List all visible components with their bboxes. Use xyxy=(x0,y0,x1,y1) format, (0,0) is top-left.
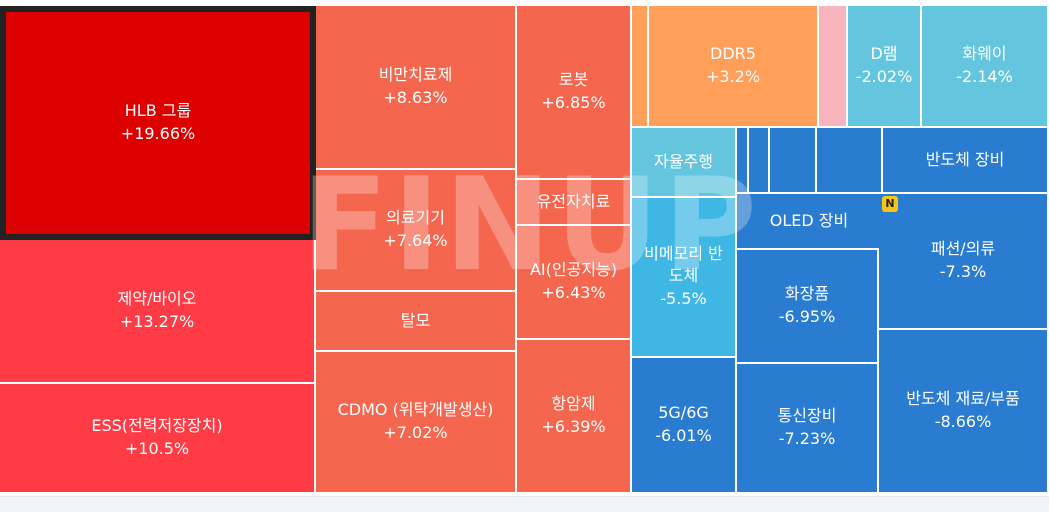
treemap-tile-semi_mat[interactable]: 반도체 재료/부품 -8.66% xyxy=(879,330,1049,494)
treemap-tile-oled[interactable]: OLED 장비 xyxy=(737,194,883,250)
treemap-tile-ddr5[interactable]: DDR5 +3.2% xyxy=(649,6,819,128)
tile-label: OLED 장비 xyxy=(769,211,849,230)
tile-label: 5G/6G xyxy=(658,403,709,422)
tile-change-pct: -6.95% xyxy=(778,307,836,326)
treemap-tile-telecom[interactable]: 통신장비 -7.23% xyxy=(737,364,879,494)
tile-change-pct: +6.39% xyxy=(541,417,606,436)
treemap-tile-pharma[interactable]: 제약/바이오 +13.27% xyxy=(0,240,316,384)
tile-label: 자율주행 xyxy=(654,152,713,171)
tile-label: CDMO (위탁개발생산) xyxy=(337,400,494,419)
tile-label: 의료기기 xyxy=(386,208,445,227)
tile-label: 탈모 xyxy=(400,311,431,330)
tile-label: 로봇 xyxy=(558,70,589,89)
treemap-tile-semi_equip[interactable]: 반도체 장비 xyxy=(883,128,1049,194)
tile-change-pct: -8.66% xyxy=(934,412,992,431)
tile-label: 화장품 xyxy=(784,284,830,303)
treemap-tile-ess[interactable]: ESS(전력저장장치) +10.5% xyxy=(0,384,316,494)
tile-label: 통신장비 xyxy=(777,406,837,425)
treemap-tile-s1[interactable] xyxy=(737,128,749,194)
treemap-tile-s3[interactable] xyxy=(770,128,817,194)
treemap-tile-anticancer[interactable]: 항암제 +6.39% xyxy=(517,340,632,494)
tile-change-pct: -7.3% xyxy=(939,262,987,281)
tile-label: AI(인공지능) xyxy=(529,260,618,279)
treemap-tile-small1[interactable] xyxy=(632,6,649,128)
treemap-tile-pink[interactable] xyxy=(819,6,848,128)
treemap-tile-cosmetics[interactable]: 화장품 -6.95% xyxy=(737,250,879,364)
treemap-tile-robot[interactable]: 로봇 +6.85% xyxy=(517,6,632,180)
treemap-tile-obesity[interactable]: 비만치료제 +8.63% xyxy=(316,6,517,170)
treemap-tile-huawei[interactable]: 화웨이 -2.14% xyxy=(922,6,1049,128)
treemap-tile-gene[interactable]: 유전자치료 xyxy=(517,180,632,226)
treemap-tile-auto[interactable]: 자율주행 xyxy=(632,128,737,198)
tile-change-pct: +10.5% xyxy=(124,439,190,458)
treemap-tile-cdmo[interactable]: CDMO (위탁개발생산) +7.02% xyxy=(316,352,517,494)
tile-label: D램 xyxy=(870,44,898,63)
tile-label: 비메모리 반도체 xyxy=(644,244,723,285)
treemap-tile-ai[interactable]: AI(인공지능) +6.43% xyxy=(517,226,632,340)
tile-label: 항암제 xyxy=(551,394,596,413)
tile-change-pct: +6.85% xyxy=(541,93,606,112)
tile-label: HLB 그룹 xyxy=(124,101,192,120)
tile-change-pct: +13.27% xyxy=(119,312,195,331)
tile-change-pct: -2.02% xyxy=(855,67,913,86)
tile-change-pct: -7.23% xyxy=(778,429,836,448)
tile-label: 패션/의류 xyxy=(930,239,996,258)
treemap-tile-dram[interactable]: D램 -2.02% xyxy=(848,6,922,128)
tile-label: 제약/바이오 xyxy=(117,289,197,308)
treemap-tile-hairloss[interactable]: 탈모 xyxy=(316,292,517,352)
tile-label: DDR5 xyxy=(710,44,756,63)
treemap-tile-g5[interactable]: 5G/6G -6.01% xyxy=(632,358,737,494)
tile-label: 비만치료제 xyxy=(378,65,453,84)
tile-label: 화웨이 xyxy=(962,44,1007,63)
tile-change-pct: +6.43% xyxy=(541,283,606,302)
tile-label: 반도체 장비 xyxy=(925,150,1005,169)
tile-change-pct: +7.02% xyxy=(383,423,448,442)
treemap-tile-s4[interactable] xyxy=(817,128,883,194)
treemap-tile-fashion[interactable]: 패션/의류 -7.3% xyxy=(879,194,1049,330)
bottom-bar xyxy=(0,496,1049,512)
treemap-tile-medical[interactable]: 의료기기 +7.64% xyxy=(316,170,517,292)
tile-change-pct: -2.14% xyxy=(956,67,1013,86)
tile-change-pct: +8.63% xyxy=(383,88,448,107)
treemap-tile-s2[interactable] xyxy=(749,128,770,194)
tile-label: ESS(전력저장장치) xyxy=(91,416,223,435)
treemap-tile-nonmem[interactable]: 비메모리 반도체 -5.5% xyxy=(632,198,737,358)
tile-label: 유전자치료 xyxy=(536,192,611,211)
treemap-tile-hlb[interactable]: HLB 그룹 +19.66% xyxy=(0,6,316,240)
tile-change-pct: +19.66% xyxy=(120,124,196,143)
tile-change-pct: -6.01% xyxy=(655,426,712,445)
new-badge: N xyxy=(882,196,898,212)
tile-change-pct: +3.2% xyxy=(705,67,761,86)
tile-label: 반도체 재료/부품 xyxy=(906,389,1020,408)
tile-change-pct: -5.5% xyxy=(660,289,707,308)
tile-change-pct: +7.64% xyxy=(383,231,448,250)
